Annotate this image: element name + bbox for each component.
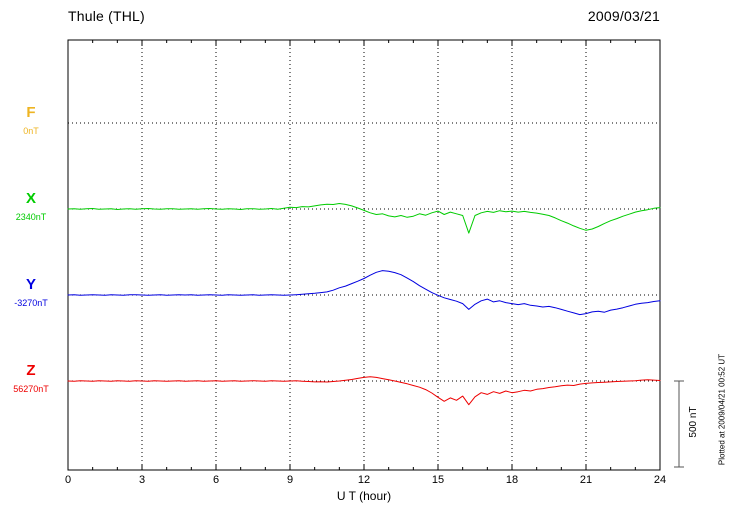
trace-x bbox=[67, 203, 661, 234]
trace-y bbox=[67, 270, 661, 316]
series-baseline-z: 56270nT bbox=[13, 384, 49, 394]
x-tick-label: 21 bbox=[579, 474, 593, 486]
series-label-x: X bbox=[25, 190, 36, 207]
station-title: Thule (THL) bbox=[68, 8, 145, 24]
series-baseline-x: 2340nT bbox=[15, 212, 47, 222]
x-tick-label: 15 bbox=[431, 474, 445, 486]
plotted-at-note: Plotted at 2009/04/21 00:52 UT bbox=[717, 353, 727, 466]
x-tick-label: 0 bbox=[64, 474, 72, 486]
x-tick-label: 3 bbox=[138, 474, 146, 486]
series-label-z: Z bbox=[26, 362, 36, 379]
series-label-f: F bbox=[26, 104, 36, 121]
series-label-y: Y bbox=[25, 276, 36, 293]
x-tick-label: 24 bbox=[653, 474, 667, 486]
x-tick-label: 12 bbox=[357, 474, 371, 486]
series-baseline-y: -3270nT bbox=[14, 298, 48, 308]
date-label: 2009/03/21 bbox=[587, 8, 660, 24]
x-axis-title: U T (hour) bbox=[336, 489, 392, 503]
x-tick-label: 18 bbox=[505, 474, 519, 486]
trace-z bbox=[67, 376, 661, 406]
scale-bar-label: 500 nT bbox=[688, 406, 699, 438]
x-tick-label: 9 bbox=[286, 474, 294, 486]
series-baseline-f: 0nT bbox=[23, 126, 39, 136]
x-tick-label: 6 bbox=[212, 474, 220, 486]
